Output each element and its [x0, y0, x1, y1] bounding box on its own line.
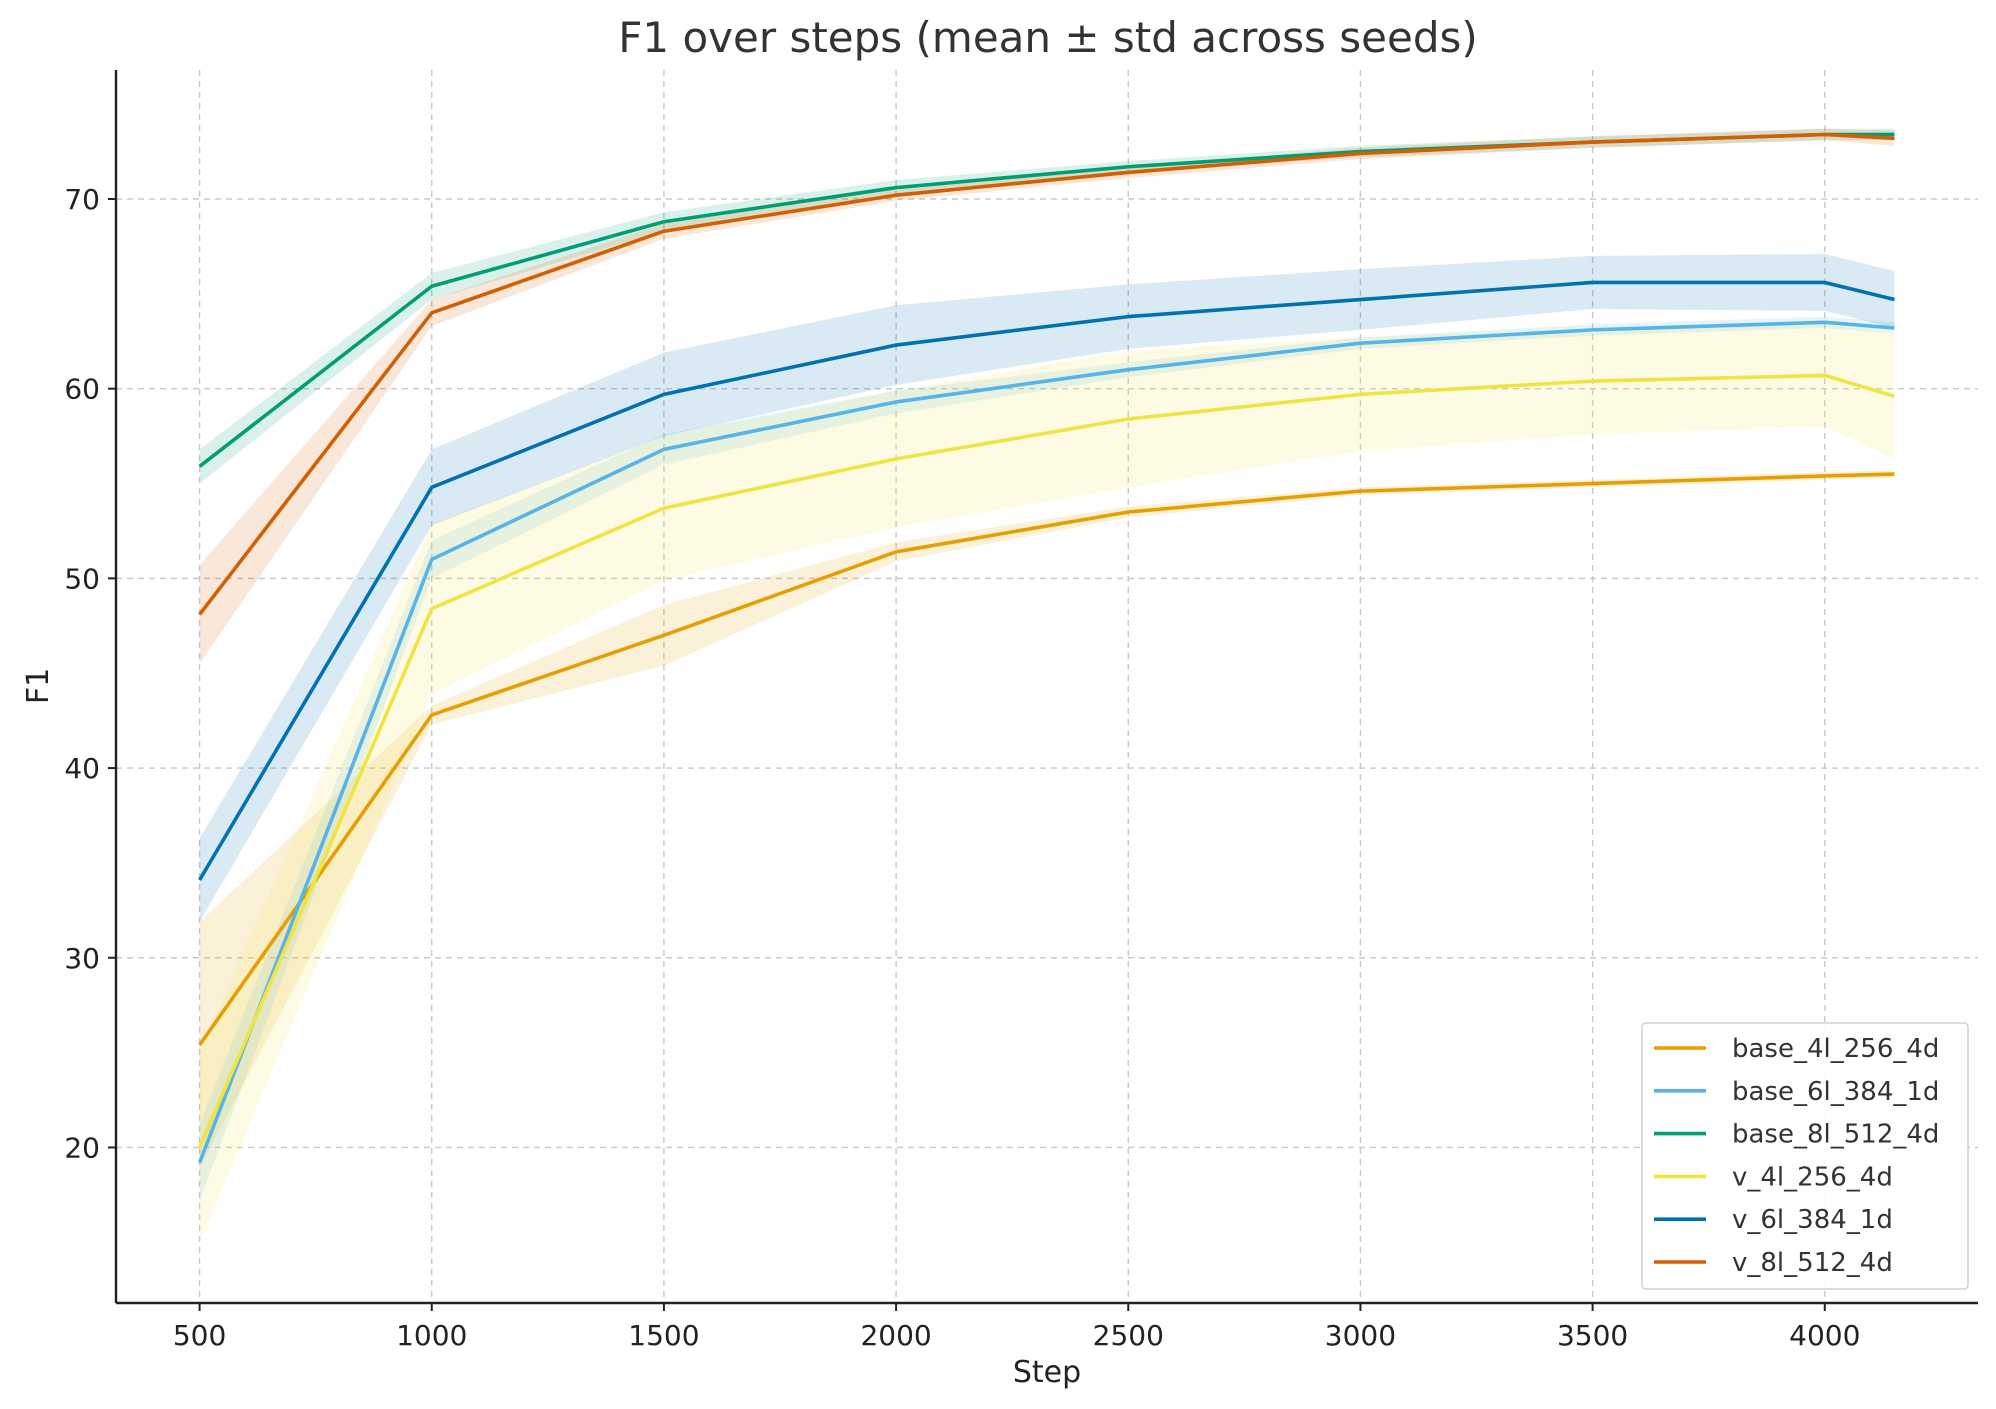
- std-band-v_4l_256_4d: [199, 324, 1895, 1243]
- series-lines: [197, 132, 1895, 1164]
- series-line-base_6l_384_1d: [197, 320, 1895, 1164]
- std-band-v_6l_384_1d: [199, 254, 1895, 922]
- y-tick-label: 40: [64, 752, 100, 785]
- series-line-v_8l_512_4d: [198, 132, 1895, 616]
- legend-label: v_8l_512_4d: [1732, 1248, 1893, 1278]
- legend-label: v_6l_384_1d: [1732, 1205, 1893, 1235]
- legend-label: base_4l_256_4d: [1732, 1034, 1939, 1064]
- y-tick-label: 20: [64, 1131, 100, 1164]
- y-tick-label: 30: [64, 942, 100, 975]
- series-line-base_4l_256_4d: [198, 472, 1895, 1047]
- std-bands: [199, 128, 1895, 1243]
- x-tick-label: 3000: [1325, 1319, 1396, 1352]
- chart-title: F1 over steps (mean ± std across seeds): [618, 13, 1478, 62]
- x-axis-title: Step: [1013, 1355, 1081, 1390]
- x-tick-label: 1000: [396, 1319, 467, 1352]
- y-ticks: 20 30 40 50 60 70: [64, 183, 116, 1164]
- x-tick-label: 4000: [1789, 1319, 1860, 1352]
- x-tick-label: 500: [173, 1319, 226, 1352]
- x-tick-label: 2000: [860, 1319, 931, 1352]
- axes: [114, 70, 1978, 1305]
- series-line-v_4l_256_4d: [197, 373, 1895, 1149]
- y-tick-label: 70: [64, 183, 100, 216]
- legend: base_4l_256_4d base_6l_384_1d base_8l_512_…: [1641, 1022, 1969, 1290]
- series-line-v_6l_384_1d: [198, 280, 1895, 881]
- y-tick-label: 50: [64, 562, 100, 595]
- x-tick-label: 2500: [1093, 1319, 1164, 1352]
- legend-label: v_4l_256_4d: [1732, 1162, 1893, 1192]
- legend-box: [1641, 1022, 1969, 1290]
- y-tick-label: 60: [64, 373, 100, 406]
- std-band-base_4l_256_4d: [199, 470, 1895, 1169]
- x-tick-label: 3500: [1557, 1319, 1628, 1352]
- x-ticks: 500 1000 1500 2000 2500 3000 3500 4000: [173, 1303, 1860, 1352]
- y-axis-title: F1: [21, 668, 56, 704]
- x-tick-label: 1500: [628, 1319, 699, 1352]
- legend-label: base_8l_512_4d: [1732, 1120, 1939, 1150]
- legend-label: base_6l_384_1d: [1732, 1077, 1939, 1107]
